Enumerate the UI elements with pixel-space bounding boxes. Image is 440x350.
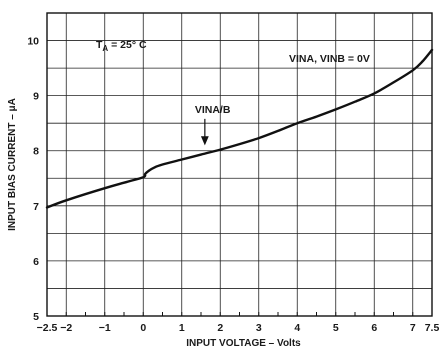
y-axis-ticks: 5 6 7 8 9 10 <box>27 36 39 323</box>
x-tick-label: 5 <box>333 322 339 334</box>
x-tick-label: 3 <box>256 322 262 334</box>
x-axis-title: INPUT VOLTAGE – Volts <box>186 338 301 349</box>
condition-annotation: VINA, VINB = 0V <box>289 53 370 65</box>
y-tick-label: 10 <box>27 36 39 48</box>
marker-label: VINA/B <box>195 104 231 116</box>
marker-arrow <box>200 118 209 146</box>
x-tick-label: −1 <box>99 322 111 334</box>
x-tick-label: 2 <box>217 322 223 334</box>
x-tick-label: 7.5 <box>425 322 440 334</box>
y-tick-label: 6 <box>33 256 39 268</box>
x-tick-label: −2 <box>60 322 72 334</box>
y-tick-label: 8 <box>33 146 39 158</box>
y-axis-title: INPUT BIAS CURRENT – μA <box>7 98 18 231</box>
y-tick-label: 5 <box>33 311 39 323</box>
x-tick-label: 1 <box>179 322 185 334</box>
x-tick-label: 4 <box>294 322 300 334</box>
temperature-annotation: TA = 25° C <box>96 39 147 53</box>
x-tick-label: 7 <box>410 322 416 334</box>
x-tick-label: −2.5 <box>37 322 58 334</box>
x-tick-label: 6 <box>371 322 377 334</box>
series-layer <box>45 48 434 209</box>
x-axis-ticks: −2.5 −2 −1 0 1 2 3 4 5 6 7 7.5 <box>37 312 440 334</box>
y-tick-label: 9 <box>33 91 39 103</box>
series-line <box>45 48 434 209</box>
x-tick-label: 0 <box>140 322 146 334</box>
y-tick-label: 7 <box>33 201 39 213</box>
grid-lines <box>47 13 432 316</box>
